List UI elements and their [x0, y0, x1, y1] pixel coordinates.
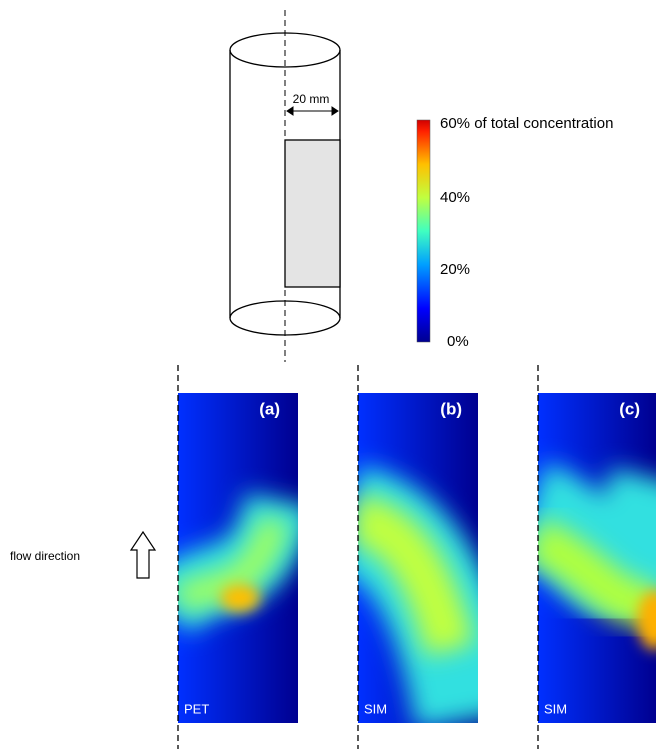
dimension-arrow — [287, 107, 338, 115]
panel-letter: (a) — [259, 399, 280, 418]
flow-label: flow direction — [10, 549, 80, 563]
flow-arrow — [131, 532, 155, 578]
colorbar-label: 20% — [440, 261, 470, 278]
colorbar — [417, 120, 430, 342]
colorbar-label: 40% — [440, 189, 470, 206]
heatmap — [530, 393, 656, 723]
colorbar-label: 60% of total concentration — [440, 115, 613, 132]
panel-source: SIM — [544, 701, 567, 716]
heatmap — [165, 393, 298, 723]
panel-source: SIM — [364, 701, 387, 716]
colorbar-label: 0% — [447, 333, 469, 350]
panel-letter: (c) — [619, 399, 640, 418]
panel-source: PET — [184, 701, 209, 716]
dimension-label: 20 mm — [293, 92, 330, 106]
heatmap — [350, 393, 478, 723]
figure: 20 mm 60% of total concentration 40% 20%… — [0, 0, 656, 749]
panel-letter: (b) — [440, 399, 462, 418]
